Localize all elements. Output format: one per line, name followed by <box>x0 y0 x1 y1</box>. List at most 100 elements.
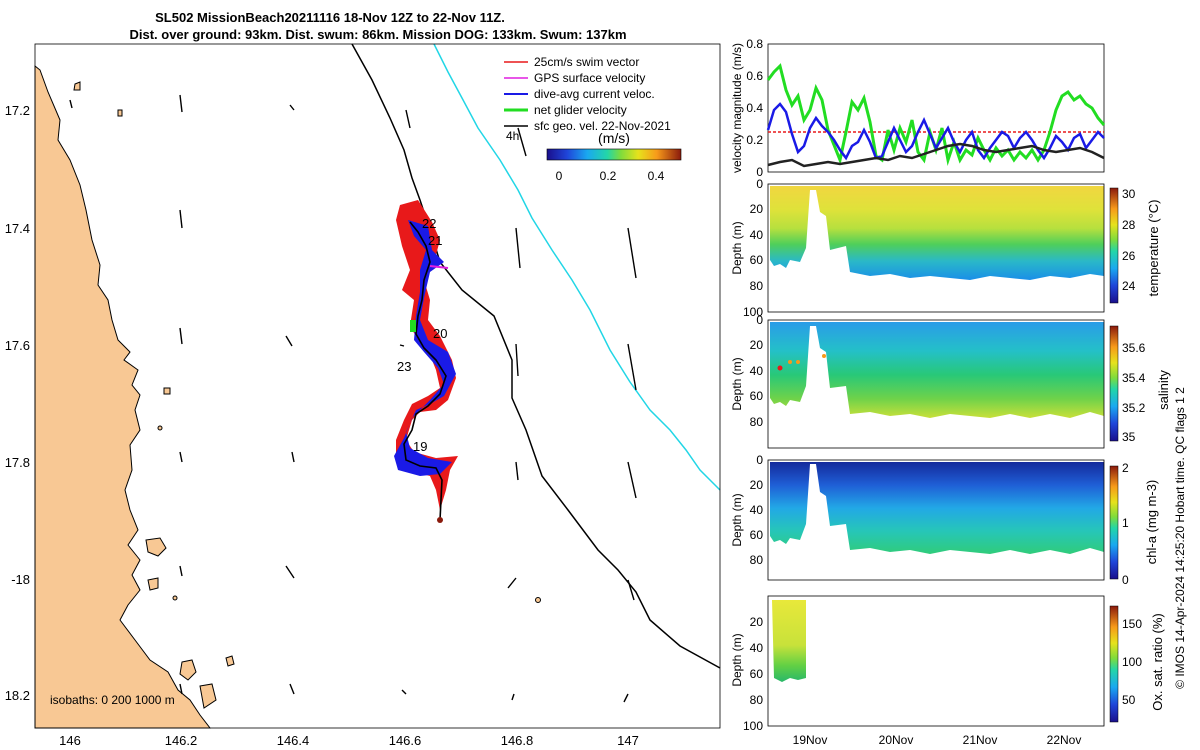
lat-tick: -18 <box>11 572 30 587</box>
velocity-arrow <box>179 209 183 229</box>
velocity-arrow <box>627 227 637 279</box>
velocity-arrow <box>401 689 407 695</box>
oxygen-colorbar <box>1109 605 1119 723</box>
legend-label-geo: sfc geo. vel. 22-Nov-2021 <box>534 119 671 133</box>
chla-cbar-label: chl-a (mg m-3) <box>1144 480 1159 565</box>
lat-tick: 18.2 <box>5 688 30 703</box>
isobath-1000 <box>433 43 721 491</box>
depth-tick: 100 <box>743 719 763 733</box>
map-panel: 22 21 20 23 19 25cm/s swim vector GPS su… <box>5 43 721 748</box>
oxygen-cbar-tick: 50 <box>1122 693 1136 707</box>
temperature-panel: 24 26 28 30 temperature (°C) 0 20 40 60 … <box>730 177 1161 319</box>
depth-tick: 60 <box>750 528 764 542</box>
day-label-23: 23 <box>397 359 411 374</box>
velocity-arrow <box>515 461 519 481</box>
geostrophic-velocity-series <box>767 142 1105 168</box>
velocity-tick: 0 <box>756 165 763 179</box>
velocity-tick: 0.2 <box>746 133 763 147</box>
velocity-arrow <box>179 565 183 577</box>
velocity-arrow <box>515 343 519 377</box>
depth-tick: 40 <box>750 364 764 378</box>
island <box>172 595 178 601</box>
depth-tick: 20 <box>750 202 764 216</box>
island <box>225 655 235 667</box>
salinity-panel: 35 35.2 35.4 35.6 salinity 0 20 40 60 80… <box>730 313 1171 449</box>
velocity-tick: 0.4 <box>746 101 763 115</box>
velocity-arrow <box>405 109 411 129</box>
speed-colorbar: (m/s) 0 0.2 0.4 <box>546 130 682 183</box>
lat-tick: 17.2 <box>5 103 30 118</box>
salinity-outlier <box>822 354 826 358</box>
isobath-label: isobaths: 0 200 1000 m <box>50 693 175 707</box>
depth-tick: 60 <box>750 253 764 267</box>
velocity-arrow <box>285 565 295 579</box>
velocity-arrow <box>179 451 183 463</box>
chla-axes-frame <box>767 459 1105 581</box>
map-lat-ticks: 17.2 17.4 17.6 17.8 -18 18.2 <box>5 103 30 703</box>
depth-tick: 100 <box>743 305 763 319</box>
day-label-22: 22 <box>422 216 436 231</box>
date-tick: 21Nov <box>963 733 998 747</box>
track-end-marker <box>437 517 443 523</box>
island <box>163 387 171 395</box>
chla-cbar-tick: 0 <box>1122 573 1129 587</box>
date-tick: 20Nov <box>879 733 914 747</box>
chla-depth-label: Depth (m) <box>730 493 744 546</box>
figure-title-line1: SL502 MissionBeach20211116 18-Nov 12Z to… <box>155 10 505 25</box>
lon-tick: 146.8 <box>501 733 534 748</box>
depth-tick: 60 <box>750 667 764 681</box>
island <box>73 81 81 91</box>
salinity-cbar-label: salinity <box>1156 370 1171 410</box>
map-ocean <box>35 44 720 728</box>
depth-tick: 80 <box>750 415 764 429</box>
lat-tick: 17.8 <box>5 455 30 470</box>
colorbar-tick: 0.4 <box>648 169 665 183</box>
colorbar-title: (m/s) <box>598 130 630 146</box>
temperature-field <box>770 186 1104 280</box>
island <box>147 577 159 591</box>
sfc-velocity-arrows <box>69 94 637 703</box>
velocity-arrow <box>507 577 517 589</box>
glider-path <box>403 221 447 521</box>
time-scale-label: 4h <box>506 129 519 143</box>
salinity-outlier <box>788 360 792 364</box>
depth-tick: 20 <box>750 338 764 352</box>
oxygen-cbar-label: Ox. sat. ratio (%) <box>1150 613 1165 711</box>
salinity-outlier <box>777 365 783 371</box>
net-velocity-marker <box>410 320 416 332</box>
date-tick: 22Nov <box>1047 733 1082 747</box>
depth-tick: 40 <box>750 641 764 655</box>
velocity-tick: 0.6 <box>746 69 763 83</box>
swim-vector-cloud <box>396 200 458 510</box>
depth-tick: 60 <box>750 389 764 403</box>
legend-label-swim: 25cm/s swim vector <box>534 55 639 69</box>
day-label-20: 20 <box>433 326 447 341</box>
lon-tick: 146 <box>59 733 81 748</box>
figure-title-line2: Dist. over ground: 93km. Dist. swum: 86k… <box>129 27 626 42</box>
colorbar-tick: 0 <box>556 169 563 183</box>
colorbar-gradient <box>546 148 682 161</box>
chla-cbar-tick: 1 <box>1122 516 1129 530</box>
colorbar-tick: 0.2 <box>600 169 617 183</box>
velocity-arrow <box>179 683 183 695</box>
map-lon-ticks: 146 146.2 146.4 146.6 146.8 147 <box>59 733 639 748</box>
depth-tick: 0 <box>756 453 763 467</box>
oxygen-panel: 50 100 150 Ox. sat. ratio (%) 20 40 60 8… <box>730 595 1165 733</box>
legend-label-gps: GPS surface velocity <box>534 71 645 85</box>
velocity-arrow <box>517 127 527 157</box>
oxygen-field <box>772 600 806 682</box>
salinity-cbar-tick: 35.6 <box>1122 341 1146 355</box>
date-axis: 19Nov 20Nov 21Nov 22Nov <box>793 733 1082 747</box>
lat-tick: 17.6 <box>5 338 30 353</box>
depth-tick: 40 <box>750 228 764 242</box>
salinity-cbar-tick: 35.2 <box>1122 401 1146 415</box>
velocity-arrow <box>623 693 629 703</box>
velocity-arrow <box>627 579 635 601</box>
lat-tick: 17.4 <box>5 221 30 236</box>
island <box>145 537 167 557</box>
map-axes-frame <box>34 43 721 729</box>
lon-tick: 146.4 <box>277 733 310 748</box>
salinity-axes-frame <box>767 319 1105 449</box>
velocity-arrow <box>291 451 295 463</box>
